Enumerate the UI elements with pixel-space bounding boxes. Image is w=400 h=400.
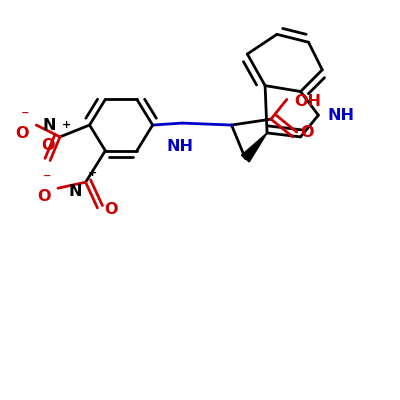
Text: +: + xyxy=(62,120,71,130)
Text: ⁻
O: ⁻ O xyxy=(16,109,29,141)
Text: ⁻
O: ⁻ O xyxy=(38,172,51,204)
Text: NH: NH xyxy=(327,108,354,123)
Text: +: + xyxy=(88,168,97,178)
Text: O: O xyxy=(300,126,314,140)
Polygon shape xyxy=(242,133,267,162)
Text: N: N xyxy=(42,118,56,133)
Text: N: N xyxy=(69,184,82,199)
Text: OH: OH xyxy=(294,94,321,109)
Text: NH: NH xyxy=(167,139,194,154)
Text: O: O xyxy=(41,138,55,154)
Text: O: O xyxy=(104,202,118,217)
